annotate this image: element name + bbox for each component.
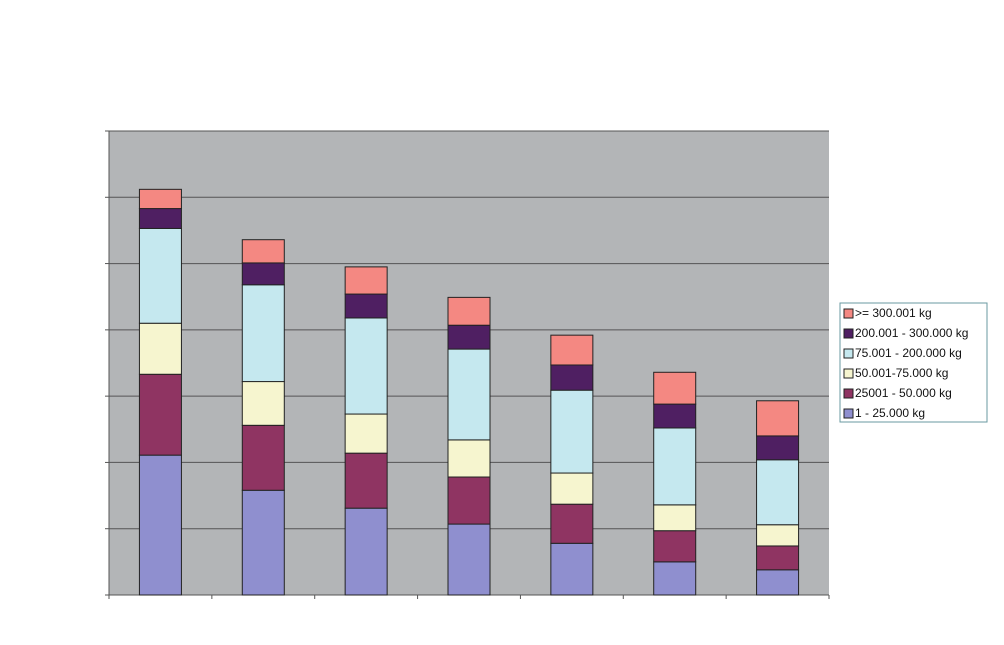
bar-segment	[241, 262, 285, 286]
bar-segment	[241, 381, 285, 426]
legend-label: 1 - 25.000 kg	[855, 406, 925, 420]
bar-segment	[550, 334, 594, 366]
legend-label: 200.001 - 300.000 kg	[855, 326, 968, 340]
legend-label: >= 300.001 kg	[855, 306, 932, 320]
bar-segment	[344, 507, 388, 596]
bar-segment	[344, 266, 388, 295]
bar-segment	[653, 561, 697, 596]
bar-segment	[241, 424, 285, 491]
bar-segment	[550, 364, 594, 391]
bar-segment	[756, 524, 800, 547]
bar-segment	[241, 284, 285, 383]
bar-segment	[344, 293, 388, 319]
legend-swatch	[843, 368, 854, 379]
bar-segment	[344, 413, 388, 454]
bar-segment	[653, 427, 697, 506]
legend-swatch	[843, 388, 854, 399]
bar-segment	[447, 439, 491, 478]
bar-segment	[756, 545, 800, 571]
bar-segment	[756, 569, 800, 596]
legend-label: 25001 - 50.000 kg	[855, 386, 952, 400]
legend-label: 50.001-75.000 kg	[855, 366, 948, 380]
bar-segment	[138, 227, 182, 324]
bar-segment	[447, 324, 491, 350]
bar-segment	[550, 503, 594, 544]
bar-segment	[447, 523, 491, 596]
bar-segment	[550, 472, 594, 505]
bar-segment	[653, 530, 697, 563]
legend-box	[839, 302, 988, 423]
bar-segment	[653, 403, 697, 429]
legend-swatch	[843, 328, 854, 339]
bar-segment	[241, 239, 285, 264]
bar-segment	[138, 322, 182, 375]
bar-segment	[138, 454, 182, 596]
legend-label: 75.001 - 200.000 kg	[855, 346, 962, 360]
legend-swatch	[843, 308, 854, 319]
bar-segment	[550, 389, 594, 474]
bar-segment	[756, 435, 800, 461]
bar-segment	[447, 476, 491, 525]
bar-segment	[447, 348, 491, 441]
bar-segment	[653, 371, 697, 405]
bar-segment	[550, 542, 594, 596]
bar-segment	[653, 504, 697, 532]
bar-segment	[447, 296, 491, 326]
bar-segment	[241, 489, 285, 596]
bar-segment	[138, 208, 182, 229]
bar-segment	[756, 400, 800, 437]
bar-segment	[138, 188, 182, 210]
bar-segment	[344, 452, 388, 509]
bar-segment	[138, 373, 182, 456]
bar-segment	[344, 317, 388, 415]
legend-swatch	[843, 408, 854, 419]
legend-swatch	[843, 348, 854, 359]
bar-segment	[756, 459, 800, 526]
